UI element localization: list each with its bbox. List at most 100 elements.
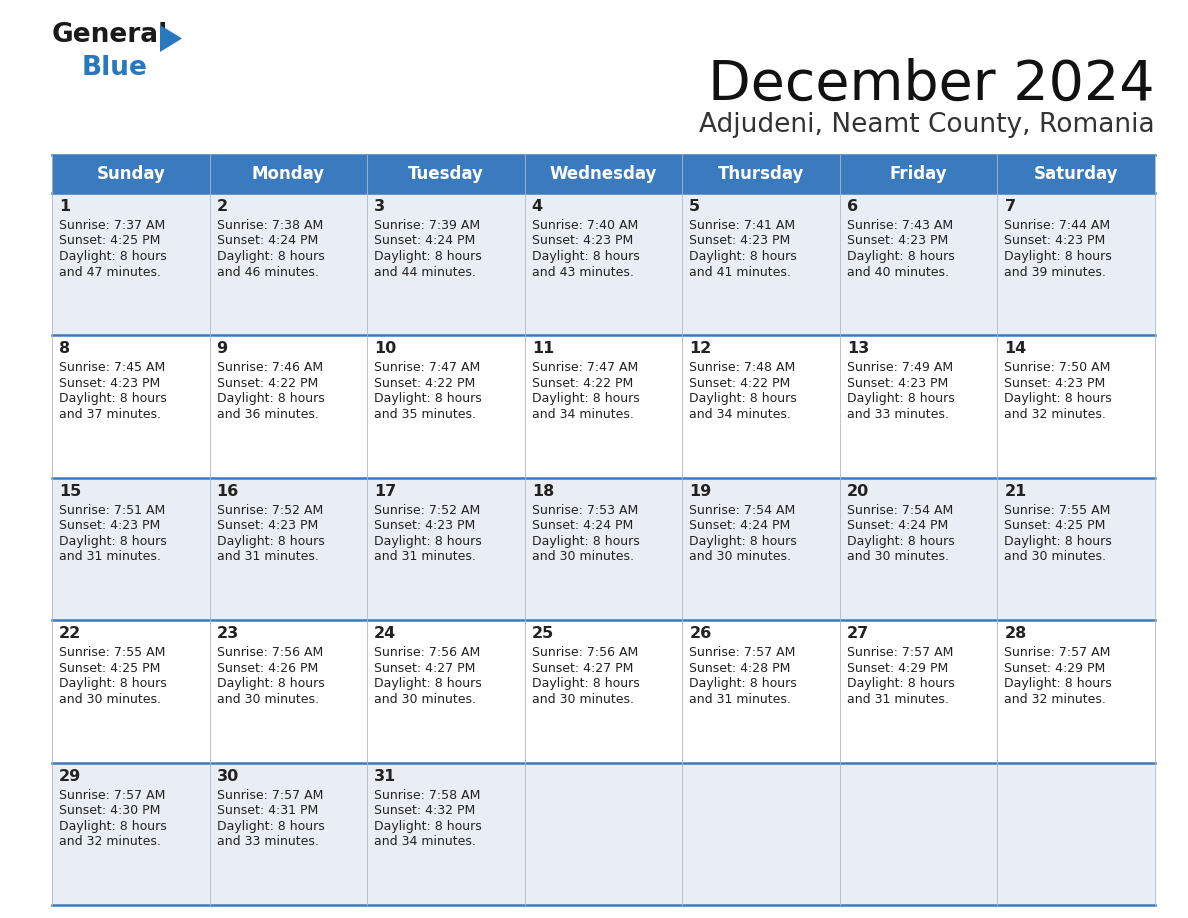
Text: Sunset: 4:23 PM: Sunset: 4:23 PM: [532, 234, 633, 248]
Text: 11: 11: [532, 341, 554, 356]
Text: and 30 minutes.: and 30 minutes.: [216, 693, 318, 706]
Text: Daylight: 8 hours: Daylight: 8 hours: [59, 677, 166, 690]
Text: and 33 minutes.: and 33 minutes.: [847, 408, 949, 420]
Text: and 44 minutes.: and 44 minutes.: [374, 265, 476, 278]
Text: Sunset: 4:22 PM: Sunset: 4:22 PM: [532, 377, 633, 390]
Text: Daylight: 8 hours: Daylight: 8 hours: [689, 392, 797, 406]
Text: Sunset: 4:24 PM: Sunset: 4:24 PM: [216, 234, 318, 248]
Text: and 41 minutes.: and 41 minutes.: [689, 265, 791, 278]
Text: Sunrise: 7:57 AM: Sunrise: 7:57 AM: [689, 646, 796, 659]
Text: and 47 minutes.: and 47 minutes.: [59, 265, 162, 278]
Text: Daylight: 8 hours: Daylight: 8 hours: [59, 392, 166, 406]
Text: and 31 minutes.: and 31 minutes.: [59, 550, 160, 564]
Text: 23: 23: [216, 626, 239, 641]
Text: Adjudeni, Neamt County, Romania: Adjudeni, Neamt County, Romania: [700, 112, 1155, 138]
Text: Saturday: Saturday: [1034, 165, 1118, 183]
Text: Daylight: 8 hours: Daylight: 8 hours: [216, 677, 324, 690]
Text: Sunset: 4:27 PM: Sunset: 4:27 PM: [374, 662, 475, 675]
Text: and 37 minutes.: and 37 minutes.: [59, 408, 162, 420]
Text: 1: 1: [59, 199, 70, 214]
Text: Sunset: 4:23 PM: Sunset: 4:23 PM: [847, 234, 948, 248]
Text: Sunrise: 7:50 AM: Sunrise: 7:50 AM: [1004, 362, 1111, 375]
Text: Sunrise: 7:52 AM: Sunrise: 7:52 AM: [374, 504, 480, 517]
Text: Daylight: 8 hours: Daylight: 8 hours: [532, 392, 639, 406]
Text: 4: 4: [532, 199, 543, 214]
Text: Sunset: 4:24 PM: Sunset: 4:24 PM: [532, 520, 633, 532]
Text: Daylight: 8 hours: Daylight: 8 hours: [689, 250, 797, 263]
Text: 18: 18: [532, 484, 554, 498]
Text: and 30 minutes.: and 30 minutes.: [532, 693, 633, 706]
Text: Sunset: 4:25 PM: Sunset: 4:25 PM: [59, 662, 160, 675]
Text: Sunset: 4:23 PM: Sunset: 4:23 PM: [1004, 377, 1106, 390]
Text: Sunrise: 7:47 AM: Sunrise: 7:47 AM: [374, 362, 480, 375]
Text: Monday: Monday: [252, 165, 326, 183]
Text: Sunset: 4:23 PM: Sunset: 4:23 PM: [59, 377, 160, 390]
Text: and 46 minutes.: and 46 minutes.: [216, 265, 318, 278]
Text: Sunset: 4:24 PM: Sunset: 4:24 PM: [689, 520, 790, 532]
Text: Sunrise: 7:38 AM: Sunrise: 7:38 AM: [216, 219, 323, 232]
Text: 21: 21: [1004, 484, 1026, 498]
Text: 6: 6: [847, 199, 858, 214]
Text: 27: 27: [847, 626, 870, 641]
Text: Sunset: 4:22 PM: Sunset: 4:22 PM: [216, 377, 318, 390]
Text: Sunrise: 7:57 AM: Sunrise: 7:57 AM: [59, 789, 165, 801]
Polygon shape: [160, 25, 182, 52]
Text: Sunset: 4:27 PM: Sunset: 4:27 PM: [532, 662, 633, 675]
Text: 20: 20: [847, 484, 870, 498]
Text: Sunset: 4:23 PM: Sunset: 4:23 PM: [216, 520, 318, 532]
Text: Wednesday: Wednesday: [550, 165, 657, 183]
Text: 31: 31: [374, 768, 397, 784]
Text: Sunrise: 7:56 AM: Sunrise: 7:56 AM: [532, 646, 638, 659]
Text: Sunrise: 7:56 AM: Sunrise: 7:56 AM: [374, 646, 480, 659]
Text: Sunset: 4:23 PM: Sunset: 4:23 PM: [847, 377, 948, 390]
Text: 16: 16: [216, 484, 239, 498]
Text: Blue: Blue: [82, 55, 147, 81]
Text: Sunrise: 7:55 AM: Sunrise: 7:55 AM: [1004, 504, 1111, 517]
Text: and 31 minutes.: and 31 minutes.: [216, 550, 318, 564]
Text: Sunset: 4:31 PM: Sunset: 4:31 PM: [216, 804, 318, 817]
Text: 15: 15: [59, 484, 81, 498]
Text: Daylight: 8 hours: Daylight: 8 hours: [847, 535, 955, 548]
Text: 8: 8: [59, 341, 70, 356]
Text: Sunday: Sunday: [96, 165, 165, 183]
Text: 2: 2: [216, 199, 228, 214]
Text: Sunset: 4:23 PM: Sunset: 4:23 PM: [59, 520, 160, 532]
Text: Sunset: 4:23 PM: Sunset: 4:23 PM: [689, 234, 790, 248]
Text: and 31 minutes.: and 31 minutes.: [847, 693, 949, 706]
Text: Daylight: 8 hours: Daylight: 8 hours: [1004, 392, 1112, 406]
Text: 19: 19: [689, 484, 712, 498]
Text: Sunrise: 7:56 AM: Sunrise: 7:56 AM: [216, 646, 323, 659]
Text: Daylight: 8 hours: Daylight: 8 hours: [216, 820, 324, 833]
Text: Daylight: 8 hours: Daylight: 8 hours: [374, 820, 482, 833]
Text: and 32 minutes.: and 32 minutes.: [59, 835, 160, 848]
Text: Daylight: 8 hours: Daylight: 8 hours: [374, 392, 482, 406]
Text: and 32 minutes.: and 32 minutes.: [1004, 408, 1106, 420]
Text: Daylight: 8 hours: Daylight: 8 hours: [59, 250, 166, 263]
Text: 13: 13: [847, 341, 870, 356]
Text: and 30 minutes.: and 30 minutes.: [689, 550, 791, 564]
Text: 22: 22: [59, 626, 81, 641]
Text: Sunrise: 7:43 AM: Sunrise: 7:43 AM: [847, 219, 953, 232]
Text: Daylight: 8 hours: Daylight: 8 hours: [216, 392, 324, 406]
Text: Sunset: 4:29 PM: Sunset: 4:29 PM: [847, 662, 948, 675]
Text: Sunrise: 7:57 AM: Sunrise: 7:57 AM: [847, 646, 953, 659]
Text: Sunrise: 7:41 AM: Sunrise: 7:41 AM: [689, 219, 796, 232]
Text: and 34 minutes.: and 34 minutes.: [689, 408, 791, 420]
Text: and 30 minutes.: and 30 minutes.: [1004, 550, 1106, 564]
Text: and 31 minutes.: and 31 minutes.: [689, 693, 791, 706]
Text: 26: 26: [689, 626, 712, 641]
Text: and 43 minutes.: and 43 minutes.: [532, 265, 633, 278]
Text: and 36 minutes.: and 36 minutes.: [216, 408, 318, 420]
Text: Sunset: 4:25 PM: Sunset: 4:25 PM: [59, 234, 160, 248]
Text: 5: 5: [689, 199, 701, 214]
Text: Daylight: 8 hours: Daylight: 8 hours: [847, 250, 955, 263]
Text: Daylight: 8 hours: Daylight: 8 hours: [59, 535, 166, 548]
Text: General: General: [52, 22, 169, 48]
Text: Tuesday: Tuesday: [407, 165, 484, 183]
Bar: [52, 763, 1155, 905]
Text: and 34 minutes.: and 34 minutes.: [532, 408, 633, 420]
Text: and 34 minutes.: and 34 minutes.: [374, 835, 476, 848]
Text: Daylight: 8 hours: Daylight: 8 hours: [374, 535, 482, 548]
Text: Sunset: 4:22 PM: Sunset: 4:22 PM: [374, 377, 475, 390]
Text: and 35 minutes.: and 35 minutes.: [374, 408, 476, 420]
